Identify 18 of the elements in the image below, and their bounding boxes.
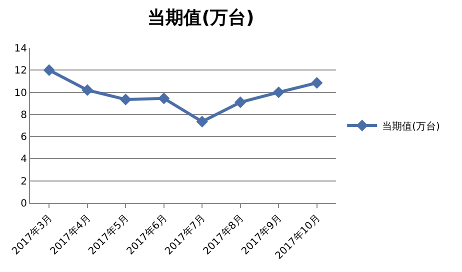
point <box>120 94 132 106</box>
point <box>196 116 208 128</box>
chart-title: 当期值(万台) <box>148 7 254 28</box>
point <box>43 64 55 76</box>
point <box>311 77 323 89</box>
y-tick-label: 0 <box>20 198 27 210</box>
point <box>234 96 246 108</box>
point <box>158 92 170 104</box>
y-tick-label: 2 <box>20 176 27 188</box>
point <box>272 86 284 98</box>
y-tick-label: 14 <box>14 44 27 54</box>
y-tick-label: 6 <box>20 132 27 144</box>
y-tick-label: 8 <box>20 110 27 121</box>
legend-label: 当期值(万台) <box>382 120 440 132</box>
y-tick-label: 4 <box>20 154 27 166</box>
y-tick-label: 12 <box>14 66 27 77</box>
point <box>82 84 94 96</box>
y-tick-label: 10 <box>14 88 27 99</box>
